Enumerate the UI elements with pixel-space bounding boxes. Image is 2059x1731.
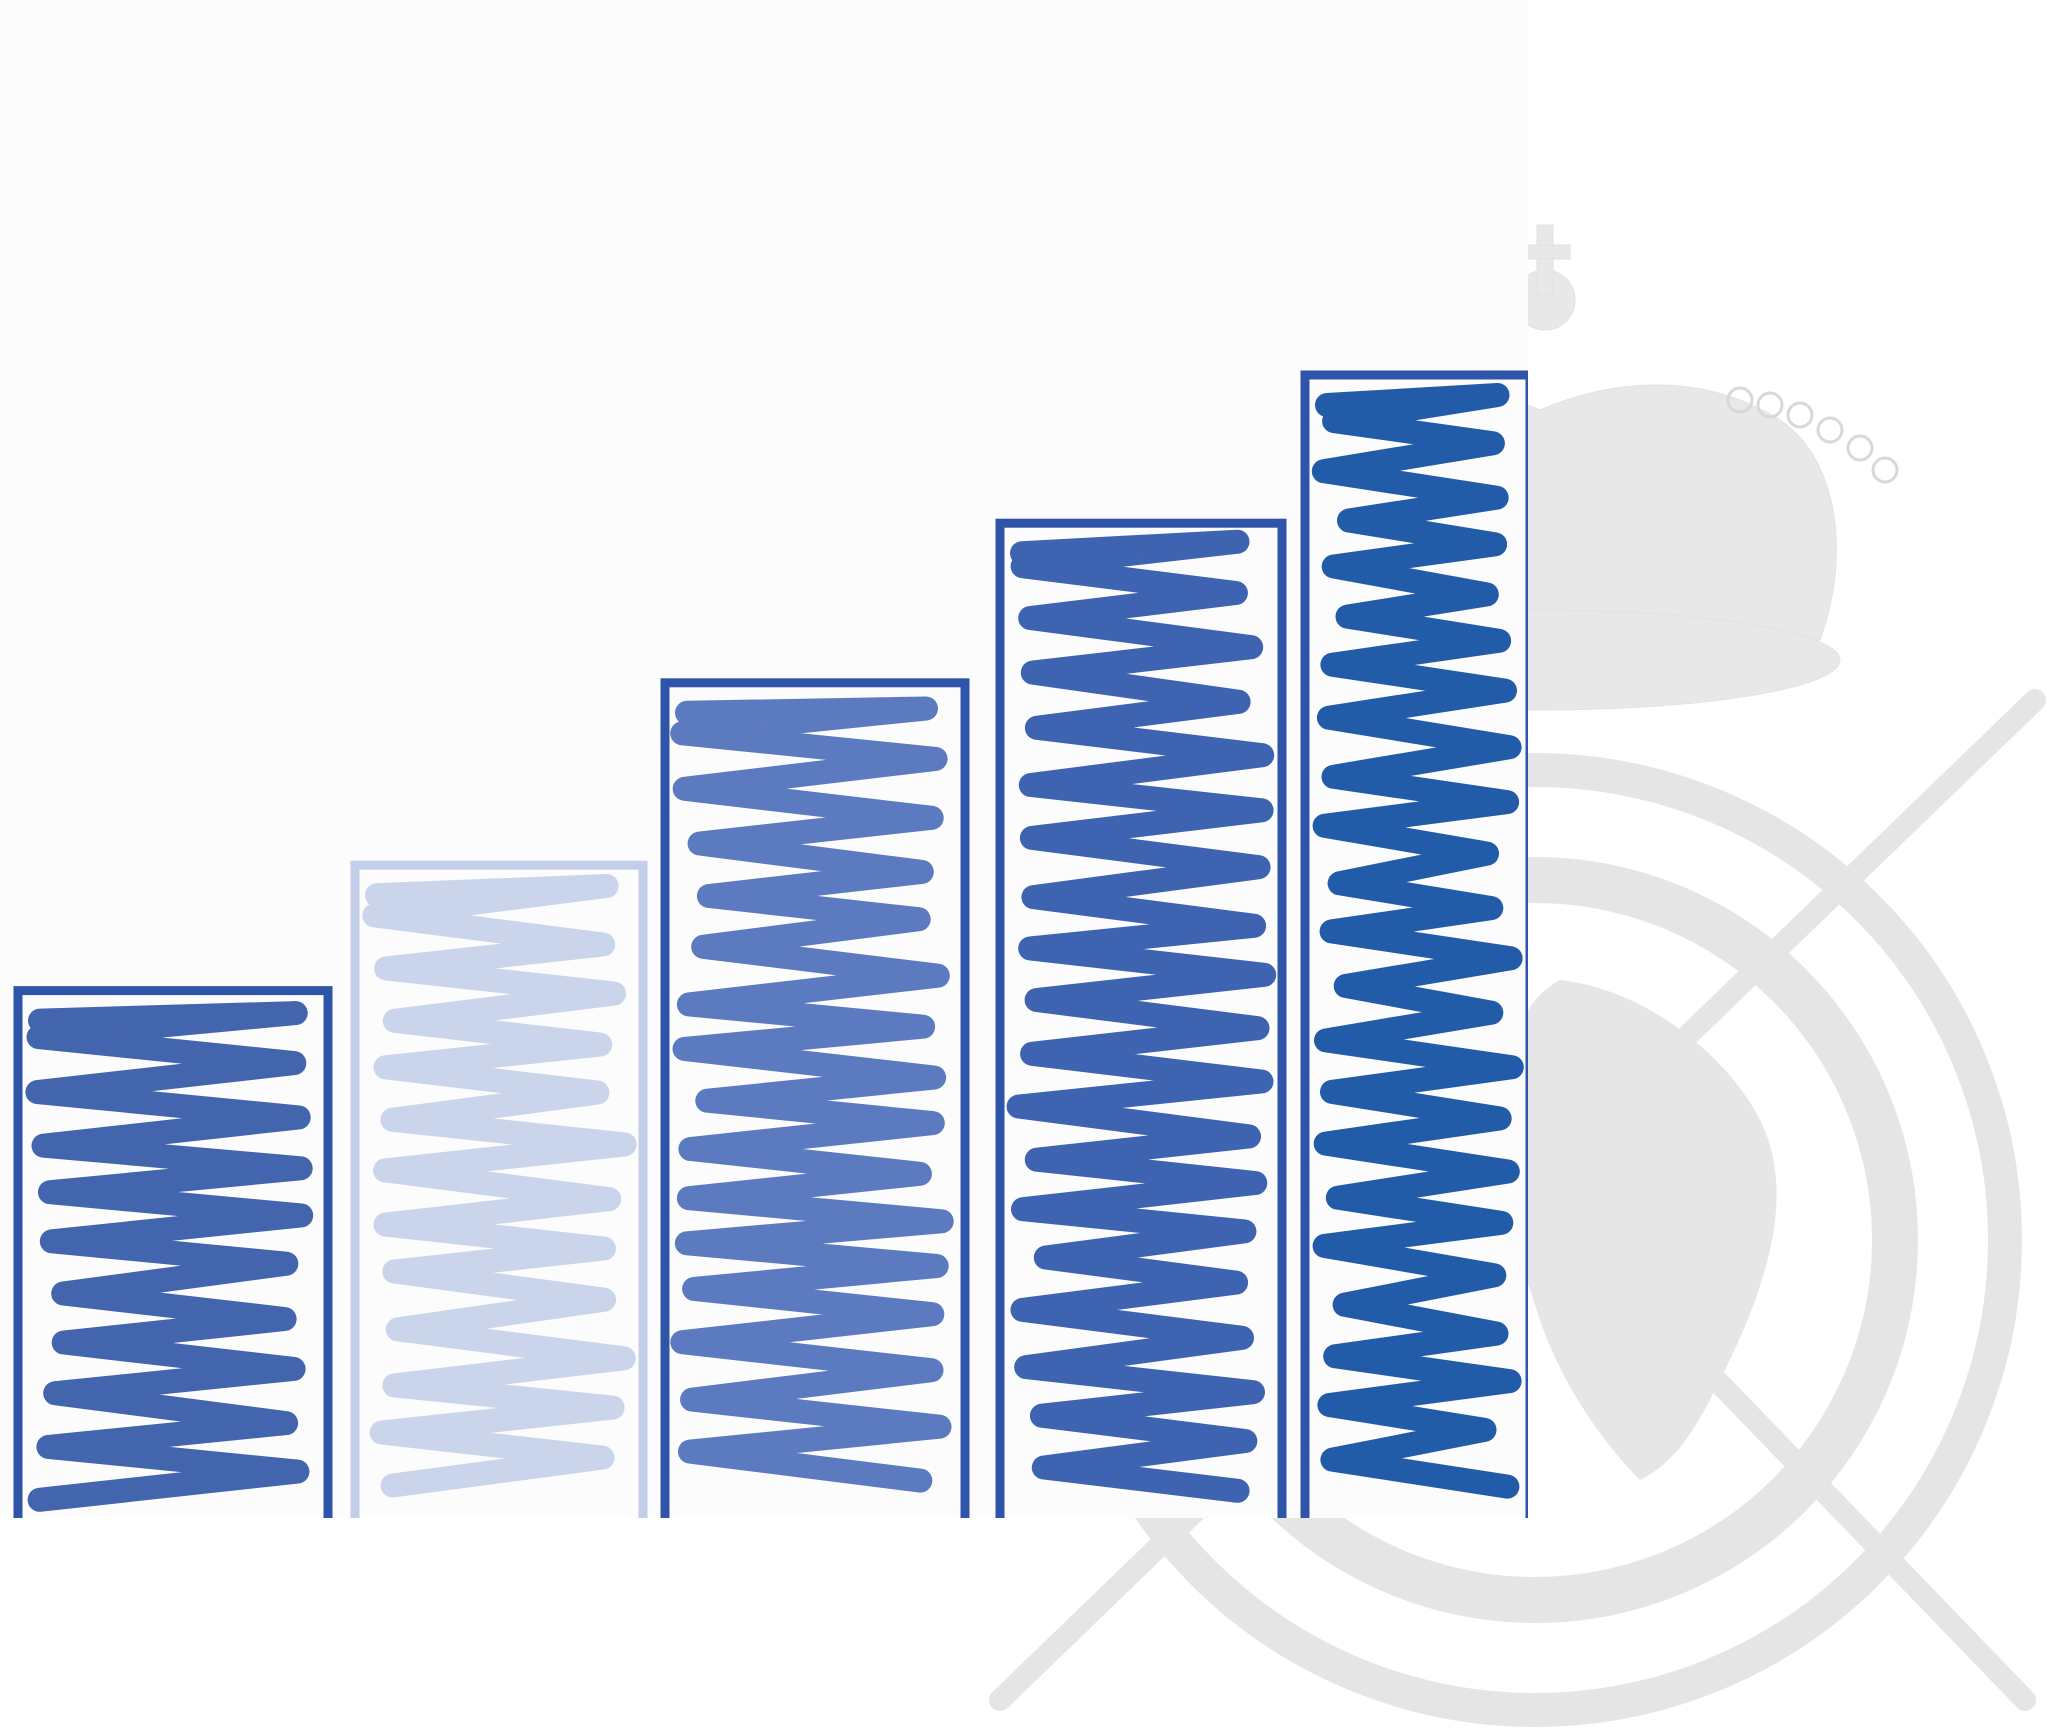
sketch-bar <box>995 518 1287 1518</box>
sketch-bar <box>660 678 970 1518</box>
bar-scribble <box>25 1001 314 1512</box>
horse-head-icon <box>1500 980 1777 1480</box>
bar-scribble <box>670 696 954 1493</box>
bar-outline <box>13 986 333 1518</box>
bar-scribble <box>1311 383 1524 1499</box>
sketch-bar <box>1300 370 1528 1518</box>
bar-scribble <box>1006 529 1277 1503</box>
bar-sketch <box>13 370 1528 1518</box>
sketch-bar <box>350 860 648 1518</box>
sketch-bar <box>13 986 333 1518</box>
bar-outline <box>1300 370 1528 1518</box>
bar-scribble <box>362 874 637 1498</box>
bar-outline <box>660 678 970 1518</box>
bar-outline <box>995 518 1287 1518</box>
bar-outline <box>350 860 648 1518</box>
